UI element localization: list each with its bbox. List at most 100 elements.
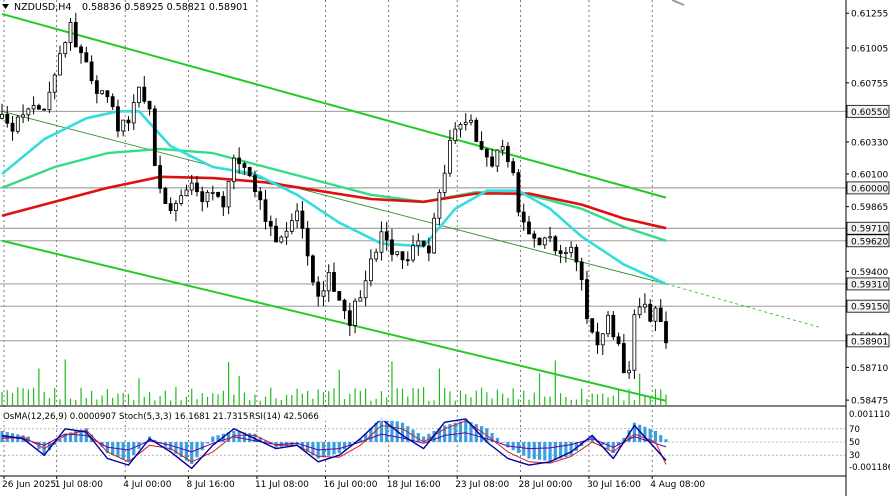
- stoch-main-line[interactable]: [1, 418, 667, 470]
- candle[interactable]: [52, 72, 57, 100]
- candle[interactable]: [506, 142, 510, 168]
- candle[interactable]: [152, 105, 157, 167]
- candle[interactable]: [463, 113, 468, 131]
- candle[interactable]: [274, 218, 278, 243]
- candle[interactable]: [121, 119, 126, 137]
- candle[interactable]: [10, 115, 15, 141]
- candle[interactable]: [94, 75, 99, 104]
- candle[interactable]: [247, 166, 252, 178]
- candle[interactable]: [100, 90, 105, 95]
- candle[interactable]: [574, 244, 579, 272]
- candle[interactable]: [363, 270, 368, 307]
- candle[interactable]: [616, 332, 621, 346]
- candle[interactable]: [453, 122, 458, 145]
- candle[interactable]: [516, 169, 521, 217]
- candle[interactable]: [653, 306, 658, 332]
- candle[interactable]: [36, 103, 41, 110]
- candle[interactable]: [158, 155, 162, 194]
- candle[interactable]: [658, 299, 663, 322]
- candle[interactable]: [279, 235, 284, 244]
- candle[interactable]: [358, 290, 363, 302]
- price-level-tag[interactable]: [846, 299, 890, 313]
- candle[interactable]: [595, 322, 600, 354]
- candle[interactable]: [305, 221, 310, 266]
- rsi-line[interactable]: [1, 432, 667, 453]
- channel-upper-line[interactable]: [1, 12, 667, 199]
- candle[interactable]: [242, 161, 247, 175]
- candle[interactable]: [379, 221, 384, 261]
- candle[interactable]: [500, 139, 505, 156]
- candle[interactable]: [58, 45, 62, 76]
- candle[interactable]: [168, 197, 173, 215]
- candle[interactable]: [237, 147, 242, 174]
- candle[interactable]: [400, 251, 405, 269]
- candle[interactable]: [116, 99, 120, 138]
- scroll-shift-marker[interactable]: [671, 0, 685, 6]
- candle[interactable]: [405, 251, 410, 266]
- candle[interactable]: [437, 189, 442, 225]
- channel-mid-extension[interactable]: [665, 283, 819, 328]
- price-level-tag[interactable]: [846, 277, 890, 291]
- candle[interactable]: [226, 181, 231, 215]
- candle[interactable]: [184, 184, 189, 197]
- candle[interactable]: [606, 311, 610, 338]
- candle[interactable]: [474, 117, 479, 143]
- candle[interactable]: [479, 131, 484, 151]
- candle[interactable]: [200, 186, 205, 212]
- candle[interactable]: [521, 203, 526, 231]
- candle[interactable]: [31, 96, 36, 115]
- candle[interactable]: [426, 237, 431, 262]
- candle[interactable]: [179, 189, 184, 206]
- candle[interactable]: [26, 107, 31, 122]
- candle[interactable]: [569, 241, 574, 258]
- candle[interactable]: [611, 311, 616, 340]
- candle[interactable]: [337, 291, 342, 301]
- candle[interactable]: [643, 293, 647, 313]
- candle[interactable]: [548, 226, 552, 243]
- candle[interactable]: [374, 248, 379, 262]
- candle[interactable]: [332, 262, 336, 292]
- candle[interactable]: [263, 189, 268, 230]
- candle[interactable]: [490, 148, 494, 168]
- candle[interactable]: [126, 116, 131, 132]
- price-level-tag[interactable]: [846, 221, 890, 235]
- candle[interactable]: [585, 270, 589, 324]
- candle[interactable]: [353, 298, 357, 334]
- candle[interactable]: [0, 103, 4, 120]
- candle[interactable]: [289, 213, 294, 235]
- candle[interactable]: [300, 200, 305, 239]
- candle[interactable]: [632, 309, 637, 379]
- candle[interactable]: [411, 235, 415, 263]
- candle[interactable]: [527, 215, 531, 235]
- candle[interactable]: [542, 236, 547, 249]
- candle[interactable]: [311, 254, 315, 286]
- candle[interactable]: [627, 361, 632, 379]
- candle[interactable]: [63, 41, 68, 58]
- channel-mid-line[interactable]: [1, 110, 667, 285]
- candle[interactable]: [110, 93, 115, 110]
- candle[interactable]: [15, 114, 20, 134]
- candle[interactable]: [553, 235, 558, 255]
- candle[interactable]: [390, 228, 394, 262]
- candle[interactable]: [511, 157, 516, 176]
- chart-menu-triangle-icon[interactable]: [2, 4, 9, 9]
- candle[interactable]: [89, 55, 94, 85]
- candle[interactable]: [131, 94, 136, 131]
- stoch-signal-line[interactable]: [1, 420, 667, 465]
- candle[interactable]: [68, 17, 73, 51]
- candle[interactable]: [637, 297, 642, 319]
- candle[interactable]: [284, 222, 289, 245]
- price-level-tag[interactable]: [846, 234, 890, 248]
- candle[interactable]: [532, 230, 537, 248]
- candle[interactable]: [326, 264, 331, 302]
- candle[interactable]: [163, 186, 168, 205]
- candle[interactable]: [189, 174, 194, 195]
- candle[interactable]: [142, 76, 147, 104]
- candle[interactable]: [79, 44, 83, 64]
- candle[interactable]: [137, 86, 141, 108]
- candle[interactable]: [258, 186, 263, 210]
- candle[interactable]: [268, 215, 273, 237]
- candle[interactable]: [231, 154, 236, 190]
- candle[interactable]: [253, 170, 257, 198]
- candle[interactable]: [216, 191, 220, 199]
